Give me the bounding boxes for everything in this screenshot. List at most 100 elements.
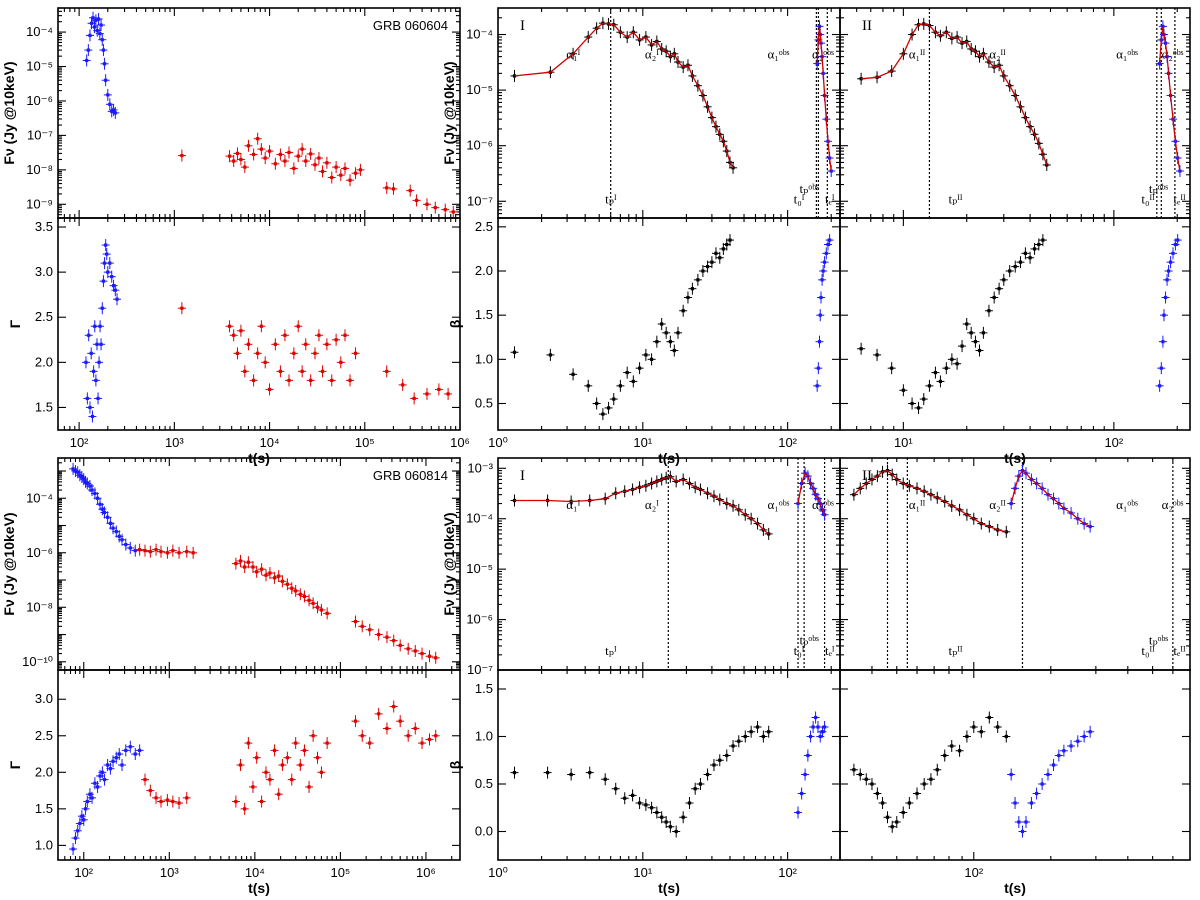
data-point xyxy=(374,628,383,641)
fit-line-red xyxy=(797,471,826,515)
data-point xyxy=(543,766,552,779)
data-point xyxy=(100,773,109,786)
data-point xyxy=(229,155,238,168)
y-tick-label: 2.5 xyxy=(35,309,53,324)
plot-frame xyxy=(57,217,461,431)
data-point xyxy=(628,789,637,802)
y-tick-label: 10⁻⁸ xyxy=(26,599,53,614)
fit-annotation: tₚᴵᴵ xyxy=(948,643,962,658)
y-tick-label: 0.5 xyxy=(475,396,493,411)
data-point xyxy=(620,792,629,805)
data-point xyxy=(252,751,261,764)
data-point xyxy=(109,522,118,535)
data-point xyxy=(257,143,266,156)
data-point xyxy=(135,744,144,757)
data-point xyxy=(693,273,702,286)
data-point xyxy=(280,329,289,342)
x-tick-label: 10¹ xyxy=(633,435,652,450)
y-tick-label: 0.0 xyxy=(475,824,493,839)
x-tick-label: 10² xyxy=(70,435,89,450)
data-point xyxy=(422,198,431,211)
fit-annotation: α₂ᴵ xyxy=(645,46,659,61)
data-point xyxy=(351,615,360,628)
data-point xyxy=(816,309,825,322)
data-point xyxy=(313,751,322,764)
data-point xyxy=(270,571,279,584)
data-point xyxy=(248,780,257,793)
data-point xyxy=(818,273,827,286)
x-tick-label: 10¹ xyxy=(633,865,652,880)
fit-annotation: t₀ᴵ xyxy=(794,191,805,206)
data-point xyxy=(873,348,882,361)
data-point xyxy=(813,379,822,392)
fit-annotation: t₀ᴵ xyxy=(794,643,805,658)
data-point xyxy=(975,344,984,357)
data-point xyxy=(883,811,892,824)
fit-annotation: α₁ᵒᵇˢ xyxy=(1116,46,1138,61)
data-point xyxy=(794,806,803,819)
data-point xyxy=(291,584,300,597)
data-point xyxy=(168,544,177,557)
data-point xyxy=(131,748,140,761)
data-point xyxy=(815,335,824,348)
data-point xyxy=(84,44,93,57)
data-point xyxy=(1067,740,1076,752)
data-point xyxy=(276,148,285,161)
data-point xyxy=(899,384,908,397)
data-point xyxy=(707,256,716,269)
data-point xyxy=(265,145,274,158)
data-point xyxy=(270,744,279,757)
y-tick-label: 3.5 xyxy=(35,219,53,234)
data-point xyxy=(175,546,184,559)
data-point xyxy=(253,347,262,360)
data-point xyxy=(318,165,327,178)
data-point xyxy=(231,557,240,570)
data-point xyxy=(814,362,823,375)
data-point xyxy=(109,279,118,292)
data-point xyxy=(905,797,914,809)
fit-annotation: tₚᵒᵇˢ xyxy=(800,181,820,196)
data-point xyxy=(84,329,93,342)
data-point xyxy=(1080,730,1089,743)
data-point xyxy=(1175,165,1184,178)
data-point xyxy=(1032,787,1041,800)
fit-line-red xyxy=(861,23,1048,166)
data-point xyxy=(703,768,712,781)
data-point xyxy=(969,721,978,733)
data-point xyxy=(87,347,96,360)
data-point xyxy=(233,147,242,160)
data-point xyxy=(940,749,949,762)
x-axis-label: t(s) xyxy=(248,880,270,896)
data-point xyxy=(431,201,440,214)
data-point xyxy=(131,544,140,557)
chart-title: GRB 060814 xyxy=(373,468,448,483)
data-point xyxy=(240,561,249,574)
data-point xyxy=(1038,234,1047,247)
data-point xyxy=(249,148,258,161)
fit-line-red xyxy=(514,22,734,169)
data-point xyxy=(318,365,327,378)
data-point xyxy=(967,326,976,339)
data-point xyxy=(993,721,1002,733)
data-point xyxy=(253,132,262,145)
data-point xyxy=(999,273,1008,286)
data-point xyxy=(670,344,679,357)
x-tick-label: 10⁴ xyxy=(260,435,280,450)
data-point xyxy=(314,152,323,165)
data-point xyxy=(962,730,971,743)
data-point xyxy=(327,171,336,184)
data-point xyxy=(1166,256,1175,269)
data-point xyxy=(666,335,675,348)
data-point xyxy=(81,356,90,369)
data-point xyxy=(942,362,951,375)
data-point xyxy=(811,711,820,724)
data-point xyxy=(310,347,319,360)
data-point xyxy=(126,740,135,753)
y-tick-label: 10⁻⁶ xyxy=(466,138,493,153)
data-point xyxy=(888,820,897,833)
data-point xyxy=(118,533,127,546)
data-point xyxy=(278,575,287,588)
data-point xyxy=(374,707,383,720)
